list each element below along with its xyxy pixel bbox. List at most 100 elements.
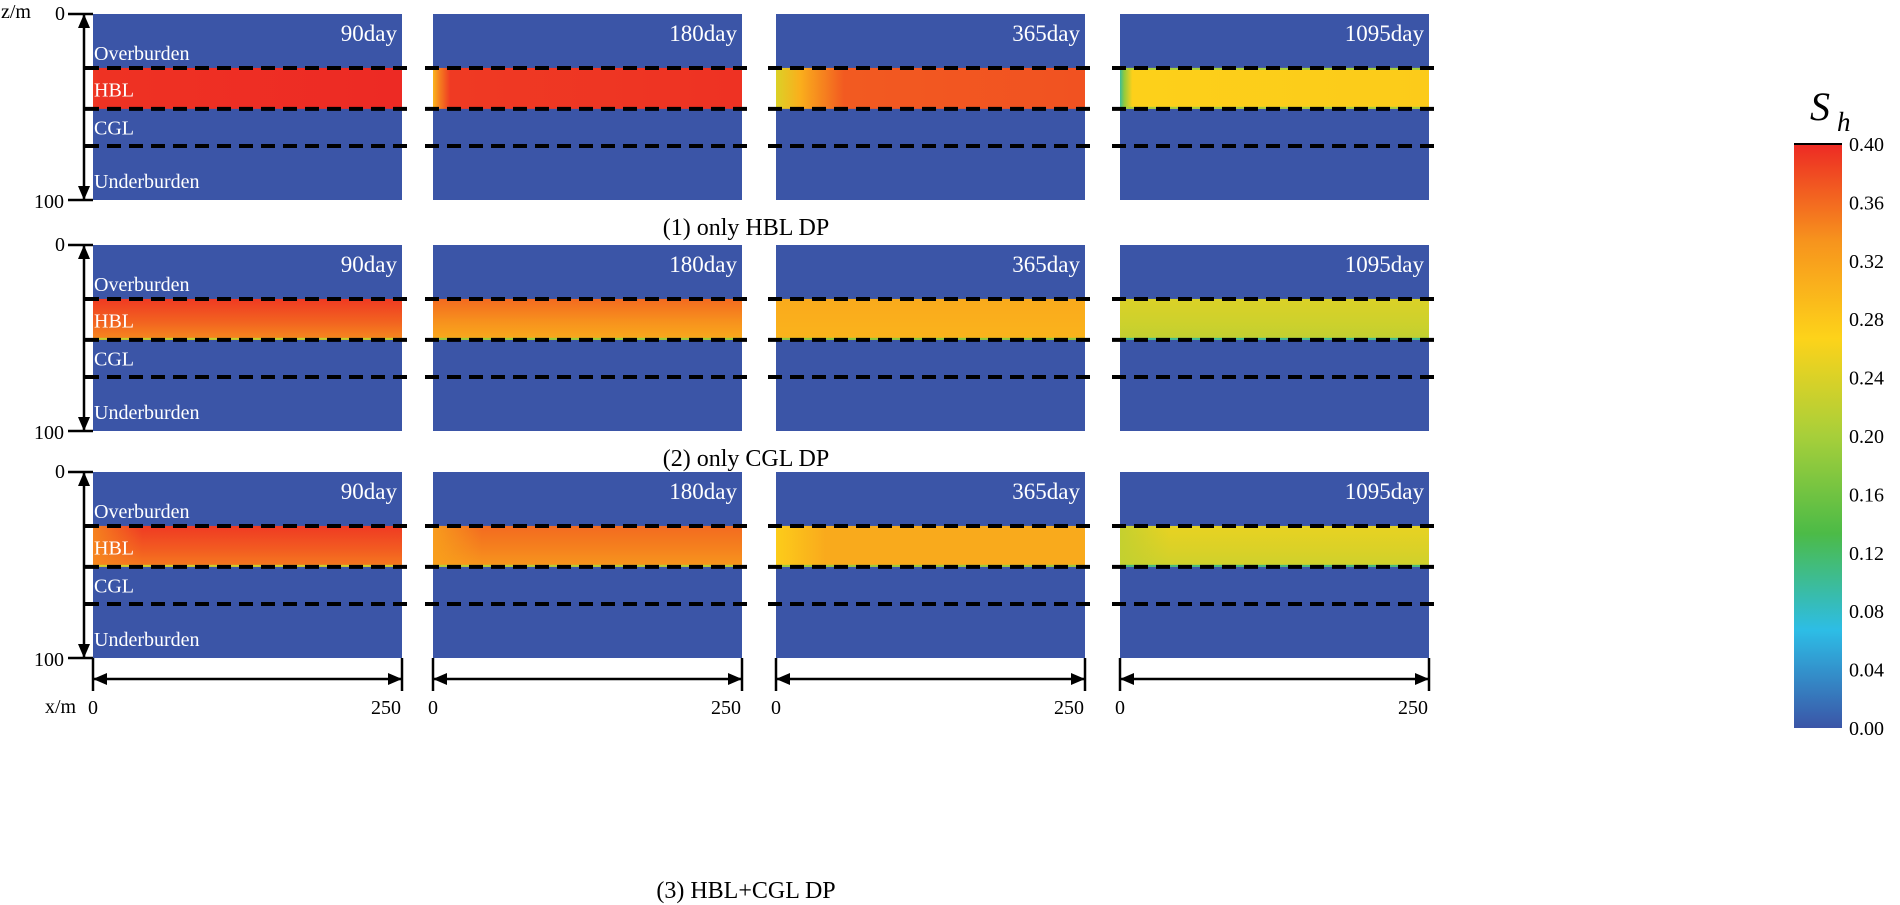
colorbar-tick-label: 0.12 <box>1849 543 1884 565</box>
axes <box>68 12 1431 691</box>
x-axis-min-label: 0 <box>771 697 781 719</box>
layer-label-overburden: Overburden <box>94 501 190 523</box>
x-axis-min-label: 0 <box>428 697 438 719</box>
colorbar-gradient <box>1794 144 1842 728</box>
time-label: 1095day <box>1345 21 1425 46</box>
hbl-saturation-band <box>1120 525 1429 567</box>
inlet-dissociation-zone <box>433 525 483 567</box>
z-axis-label: z/m <box>1 1 31 23</box>
layer-label-hbl: HBL <box>94 310 134 332</box>
layer-label-underburden: Underburden <box>94 402 200 424</box>
time-label: 180day <box>669 479 737 504</box>
x-axis-arrowhead-left <box>1120 673 1134 685</box>
hbl-saturation-band <box>776 298 1085 340</box>
z-axis-min-label: 0 <box>55 234 65 256</box>
colorbar-tick-label: 0.16 <box>1849 484 1884 506</box>
x-axis-arrowhead-right <box>388 673 402 685</box>
colorbar-title-subscript: h <box>1837 107 1851 137</box>
colorbar-tick-label: 0.24 <box>1849 368 1884 390</box>
time-label: 180day <box>669 21 737 46</box>
contour-panel <box>768 245 1093 431</box>
z-axis-max-label: 100 <box>34 422 64 444</box>
z-axis-arrowhead-bottom <box>78 644 90 658</box>
contour-panel <box>425 245 750 431</box>
contour-panel <box>1112 472 1437 658</box>
row-caption: (3) HBL+CGL DP <box>656 878 835 904</box>
hbl-saturation-band <box>433 525 742 567</box>
time-label: 180day <box>669 252 737 277</box>
z-axis-arrowhead-bottom <box>78 186 90 200</box>
x-axis-arrowhead-left <box>93 673 107 685</box>
z-axis-arrowhead-bottom <box>78 417 90 431</box>
contour-panel <box>425 472 750 658</box>
hbl-saturation-band <box>433 298 742 340</box>
contour-panel <box>425 14 750 200</box>
contour-panel <box>85 245 410 431</box>
z-axis-arrowhead-top <box>78 14 90 28</box>
x-axis-arrowhead-right <box>1415 673 1429 685</box>
colorbar-tick-label: 0.32 <box>1849 251 1884 273</box>
x-axis-max-label: 250 <box>1398 697 1428 719</box>
time-label: 90day <box>341 21 398 46</box>
contour-panel <box>768 14 1093 200</box>
time-label: 90day <box>341 479 398 504</box>
layer-label-overburden: Overburden <box>94 43 190 65</box>
row-caption: (2) only CGL DP <box>663 446 829 472</box>
hbl-saturation-band <box>93 298 402 340</box>
colorbar-tick-label: 0.08 <box>1849 601 1884 623</box>
row-caption: (1) only HBL DP <box>663 215 829 241</box>
time-label: 1095day <box>1345 252 1425 277</box>
layer-label-overburden: Overburden <box>94 274 190 296</box>
hbl-saturation-band <box>433 67 742 109</box>
hbl-saturation-band <box>776 67 1085 109</box>
colorbar-tick-label: 0.04 <box>1849 660 1884 682</box>
x-axis-max-label: 250 <box>1054 697 1084 719</box>
contour-panels <box>85 14 1437 658</box>
contour-panel <box>768 472 1093 658</box>
time-label: 365day <box>1012 479 1080 504</box>
z-axis-arrowhead-top <box>78 472 90 486</box>
layer-label-cgl: CGL <box>94 348 134 370</box>
time-label: 90day <box>341 252 398 277</box>
layer-label-cgl: CGL <box>94 117 134 139</box>
z-axis-min-label: 0 <box>55 3 65 25</box>
x-axis-arrowhead-right <box>728 673 742 685</box>
x-axis-max-label: 250 <box>711 697 741 719</box>
z-axis-max-label: 100 <box>34 649 64 671</box>
colorbar-tick-label: 0.36 <box>1849 192 1884 214</box>
time-label: 1095day <box>1345 479 1425 504</box>
labels: 90day 180day 365day 1095day Overburden HBL CGL… <box>1 1 1428 904</box>
colorbar-title: S <box>1810 84 1830 129</box>
x-axis-min-label: 0 <box>88 697 98 719</box>
hbl-saturation-band <box>1120 67 1429 109</box>
colorbar-tick-label: 0.28 <box>1849 309 1884 331</box>
layer-label-underburden: Underburden <box>94 629 200 651</box>
time-label: 365day <box>1012 252 1080 277</box>
contour-panel <box>1112 245 1437 431</box>
contour-panel <box>1112 14 1437 200</box>
z-axis-min-label: 0 <box>55 461 65 483</box>
x-axis-min-label: 0 <box>1115 697 1125 719</box>
layer-label-hbl: HBL <box>94 79 134 101</box>
x-axis-arrowhead-right <box>1071 673 1085 685</box>
hbl-saturation-band <box>93 67 402 109</box>
z-axis-arrowhead-top <box>78 245 90 259</box>
colorbar: 0.40 0.36 0.32 0.28 0.24 0.20 0.16 0.12 0.08 0.04… <box>1794 84 1884 740</box>
hbl-saturation-band <box>776 525 1085 567</box>
contour-panel <box>85 14 410 200</box>
layer-label-hbl: HBL <box>94 537 134 559</box>
contour-panel <box>85 472 410 658</box>
x-axis-arrowhead-left <box>433 673 447 685</box>
x-axis-max-label: 250 <box>371 697 401 719</box>
layer-label-cgl: CGL <box>94 575 134 597</box>
x-axis-arrowhead-left <box>776 673 790 685</box>
hbl-saturation-band <box>93 525 402 567</box>
x-axis-label: x/m <box>45 696 77 718</box>
time-label: 365day <box>1012 21 1080 46</box>
inlet-dissociation-zone <box>776 525 826 567</box>
colorbar-tick-label: 0.20 <box>1849 426 1884 448</box>
hbl-saturation-band <box>1120 298 1429 340</box>
layer-label-underburden: Underburden <box>94 171 200 193</box>
inlet-dissociation-zone <box>93 525 143 567</box>
